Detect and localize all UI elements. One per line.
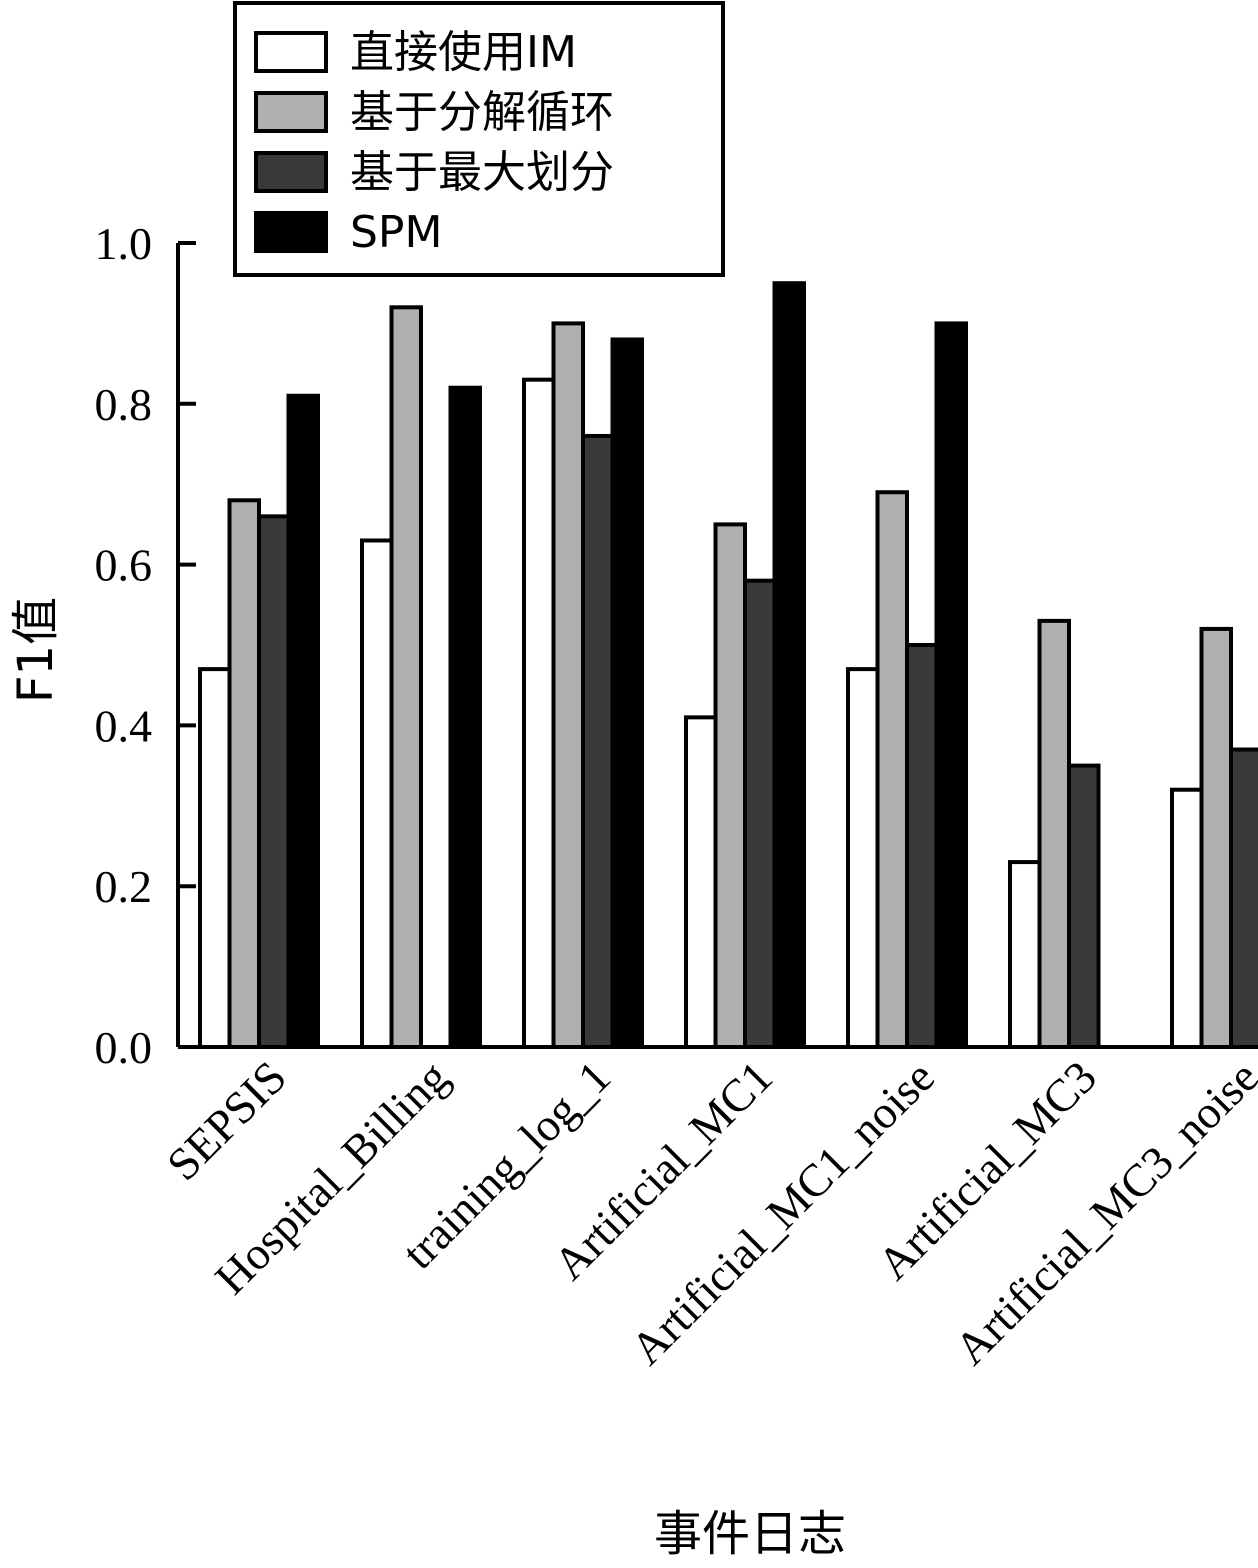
legend-label: 直接使用IM xyxy=(350,27,577,78)
bar-SEPSIS-series-4 xyxy=(286,393,320,1049)
y-axis-title: F1值 xyxy=(8,597,64,703)
axes-layer xyxy=(176,243,1255,1049)
bar-SEPSIS-series-3 xyxy=(257,514,291,1049)
y-tick-label: 0.6 xyxy=(95,540,153,591)
bar-Artificial_MC3-series-1 xyxy=(1008,860,1042,1050)
bar-Artificial_MC1_noise-series-4 xyxy=(934,321,968,1049)
bar-Hospital_Billing-series-2 xyxy=(389,305,423,1049)
bar-Artificial_MC3-series-2 xyxy=(1037,618,1071,1049)
bar-Artificial_MC1_noise-series-2 xyxy=(875,490,909,1049)
bar-training_log_1-series-2 xyxy=(551,321,585,1049)
bar-Artificial_MC1-series-3 xyxy=(743,578,777,1049)
x-category-label: Artificial_MC3_noise xyxy=(945,1051,1258,1374)
y-tick-label: 0.8 xyxy=(95,379,153,430)
legend-swatch xyxy=(254,211,328,253)
y-tick-label: 0.4 xyxy=(95,700,153,751)
legend-label: 基于最大划分 xyxy=(350,147,614,198)
bar-Artificial_MC1_noise-series-3 xyxy=(905,643,939,1049)
bar-Artificial_MC3_noise-series-3 xyxy=(1229,747,1258,1050)
y-tick-label: 0.0 xyxy=(95,1022,153,1073)
legend-label: 基于分解循环 xyxy=(350,87,614,138)
bars-layer xyxy=(198,281,1258,1050)
bar-Hospital_Billing-series-1 xyxy=(360,538,394,1049)
bar-Artificial_MC1-series-2 xyxy=(713,522,747,1049)
bar-Artificial_MC1-series-1 xyxy=(684,715,718,1049)
x-labels-layer: SEPSISHospital_Billingtraining_log_1Arti… xyxy=(157,1051,1258,1374)
bar-Artificial_MC3_noise-series-2 xyxy=(1199,626,1233,1049)
bar-training_log_1-series-1 xyxy=(522,377,556,1049)
bar-Artificial_MC3-series-3 xyxy=(1067,763,1101,1049)
x-axis-title: 事件日志 xyxy=(654,1506,846,1562)
bar-Artificial_MC1_noise-series-1 xyxy=(846,667,880,1049)
legend-label: SPM xyxy=(350,207,442,258)
x-category-label: SEPSIS xyxy=(157,1051,296,1190)
y-ticks-layer: 0.0 0.2 0.4 0.6 0.8 1.0 xyxy=(95,218,196,1073)
bar-SEPSIS-series-1 xyxy=(198,667,232,1049)
y-tick-label: 0.2 xyxy=(95,861,153,912)
legend-swatch xyxy=(254,91,328,133)
legend-swatch xyxy=(254,151,328,193)
bar-Artificial_MC1-series-4 xyxy=(772,281,806,1049)
bar-training_log_1-series-3 xyxy=(581,433,615,1049)
y-tick-label: 1.0 xyxy=(95,218,153,269)
x-category-label: Artificial_MC1_noise xyxy=(621,1051,944,1374)
bar-training_log_1-series-4 xyxy=(610,337,644,1050)
legend-swatch xyxy=(254,31,328,73)
bar-Artificial_MC3_noise-series-1 xyxy=(1170,787,1204,1049)
bar-SEPSIS-series-2 xyxy=(227,498,261,1049)
bar-Hospital_Billing-series-4 xyxy=(448,385,482,1050)
